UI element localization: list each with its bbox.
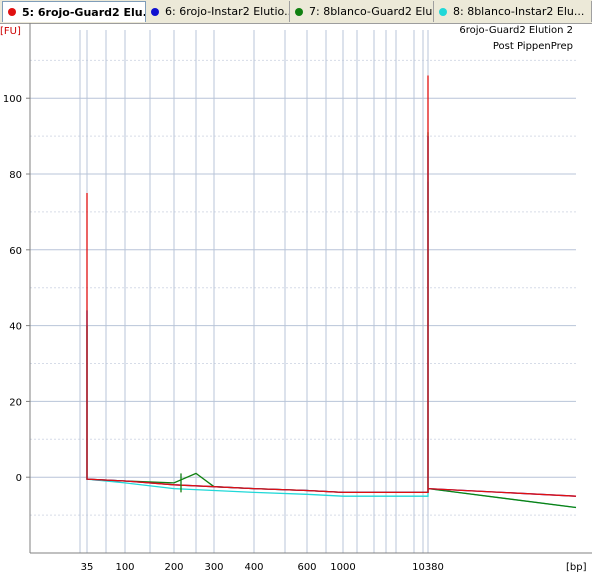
x-tick-label: 200 <box>164 562 183 573</box>
chart-subtitle: Post PippenPrep <box>493 41 573 52</box>
y-tick-label: 60 <box>9 246 22 257</box>
tab-sample-8[interactable]: 8: 8blanco-Instar2 Elu... <box>434 1 592 22</box>
axis-labels: 0 20 40 60 80 100 35 100 200 300 400 600 1000 10380 [F… <box>0 25 587 573</box>
x-tick-label: 100 <box>115 562 134 573</box>
series-group <box>86 75 577 509</box>
y-tick-label: 20 <box>9 397 22 408</box>
y-tick-label: 100 <box>3 94 22 105</box>
grid-lines <box>30 30 576 553</box>
x-tick-label: 10380 <box>412 562 444 573</box>
sample-tab-bar: 5: 6rojo-Guard2 Elu... 6: 6rojo-Instar2 … <box>0 0 592 24</box>
y-tick-label: 40 <box>9 322 22 333</box>
axes <box>29 23 592 554</box>
tab-label: 8: 8blanco-Instar2 Elu... <box>453 5 585 18</box>
x-tick-label: 600 <box>297 562 316 573</box>
sample-8-color-dot <box>439 7 447 16</box>
chart-title: 6rojo-Guard2 Elution 2 <box>459 25 573 36</box>
tab-sample-5[interactable]: 5: 6rojo-Guard2 Elu... <box>2 1 146 22</box>
tab-label: 6: 6rojo-Instar2 Elutio... <box>165 5 290 18</box>
sample-6-color-dot <box>151 7 159 16</box>
tab-label: 5: 6rojo-Guard2 Elu... <box>22 5 146 19</box>
tab-sample-6[interactable]: 6: 6rojo-Instar2 Elutio... <box>146 1 290 22</box>
x-tick-label: 1000 <box>330 562 355 573</box>
y-axis-label: [FU] <box>0 26 21 37</box>
sample-5-color-dot <box>8 8 16 16</box>
x-tick-label: 300 <box>204 562 223 573</box>
tab-sample-7[interactable]: 7: 8blanco-Guard2 Elu... <box>290 1 434 22</box>
electropherogram-chart: 0 20 40 60 80 100 35 100 200 300 400 600 1000 10380 [F… <box>0 23 592 573</box>
x-axis-label: [bp] <box>566 562 587 573</box>
y-tick-label: 80 <box>9 170 22 181</box>
x-tick-label: 400 <box>244 562 263 573</box>
sample-7-color-dot <box>295 7 303 16</box>
series-line-5 <box>86 75 577 497</box>
x-tick-label: 35 <box>81 562 94 573</box>
tab-label: 7: 8blanco-Guard2 Elu... <box>309 5 434 18</box>
series-line-8 <box>86 181 577 509</box>
series-line-7 <box>86 132 577 509</box>
y-tick-label: 0 <box>16 473 22 484</box>
series-line-6 <box>86 136 577 497</box>
